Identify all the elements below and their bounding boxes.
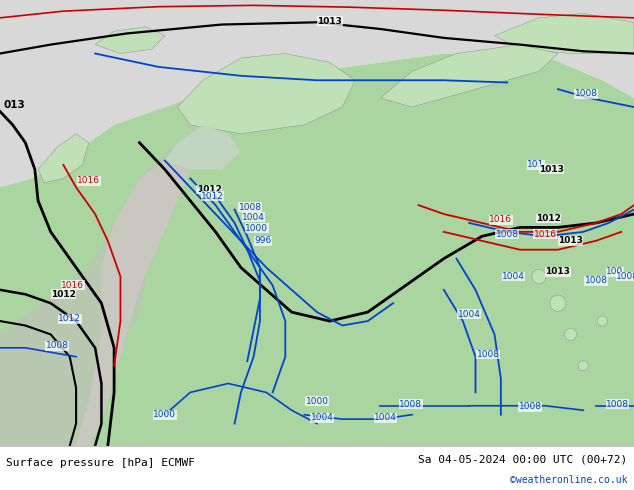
- Text: 1004: 1004: [242, 213, 265, 221]
- Circle shape: [550, 295, 566, 311]
- Polygon shape: [178, 53, 355, 134]
- Text: 1012: 1012: [58, 314, 81, 323]
- Text: 1008: 1008: [399, 400, 422, 409]
- Polygon shape: [380, 45, 558, 107]
- Text: 1000: 1000: [245, 224, 268, 233]
- Text: 013: 013: [3, 100, 25, 110]
- Text: 1008: 1008: [477, 350, 500, 359]
- Text: 1012: 1012: [201, 192, 224, 201]
- Text: 1008: 1008: [46, 341, 68, 350]
- Text: 1012: 1012: [536, 214, 561, 223]
- Text: 1012: 1012: [51, 290, 76, 299]
- Circle shape: [565, 328, 576, 341]
- Text: 1008: 1008: [585, 276, 607, 285]
- Text: 1004: 1004: [502, 272, 525, 281]
- Circle shape: [532, 270, 546, 284]
- Text: 1016: 1016: [534, 230, 557, 239]
- Polygon shape: [0, 53, 634, 446]
- Text: Surface pressure [hPa] ECMWF: Surface pressure [hPa] ECMWF: [6, 458, 195, 467]
- Text: 1004: 1004: [311, 413, 333, 422]
- Text: 1016: 1016: [77, 176, 100, 185]
- Text: 1013: 1013: [539, 165, 564, 174]
- Text: 1000: 1000: [153, 410, 176, 419]
- Text: 1008: 1008: [239, 203, 262, 212]
- Text: 1013: 1013: [317, 17, 342, 26]
- Circle shape: [597, 316, 607, 326]
- Text: 1004: 1004: [458, 310, 481, 319]
- Polygon shape: [0, 125, 203, 446]
- Polygon shape: [76, 161, 190, 446]
- Text: 1008: 1008: [496, 230, 519, 239]
- Polygon shape: [38, 134, 89, 183]
- Text: Sa 04-05-2024 00:00 UTC (00+72): Sa 04-05-2024 00:00 UTC (00+72): [418, 454, 628, 464]
- Polygon shape: [165, 125, 241, 170]
- Text: 1008: 1008: [519, 402, 541, 411]
- Polygon shape: [95, 27, 165, 53]
- Text: 1000: 1000: [306, 397, 328, 406]
- Text: 100: 100: [606, 268, 624, 276]
- Text: 1016: 1016: [61, 281, 84, 290]
- Polygon shape: [0, 0, 634, 187]
- Text: 1013: 1013: [558, 236, 583, 245]
- Circle shape: [578, 361, 588, 371]
- Polygon shape: [495, 13, 634, 53]
- Text: 1016: 1016: [489, 215, 512, 224]
- Text: ©weatheronline.co.uk: ©weatheronline.co.uk: [510, 475, 628, 485]
- Text: 101: 101: [527, 161, 545, 170]
- Text: 1012: 1012: [197, 185, 222, 194]
- Text: 1013: 1013: [545, 268, 571, 276]
- Text: 1008: 1008: [616, 272, 634, 281]
- Text: 996: 996: [254, 236, 272, 245]
- Text: 1004: 1004: [374, 413, 397, 422]
- Text: 1008: 1008: [606, 400, 629, 409]
- Text: 1008: 1008: [575, 89, 598, 98]
